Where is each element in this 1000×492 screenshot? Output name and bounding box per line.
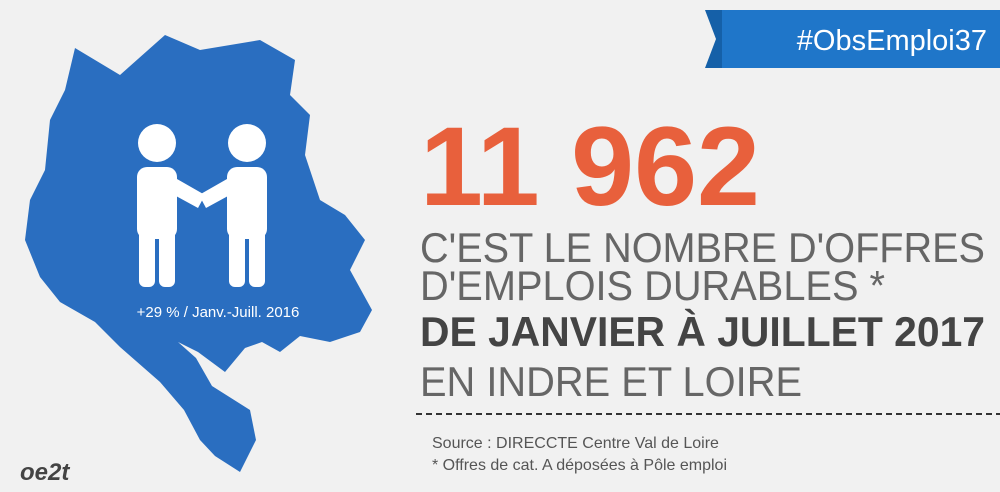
source: Source : DIRECCTE Centre Val de Loire — [432, 435, 719, 452]
hashtag: #ObsEmploi37 — [797, 25, 987, 57]
logo: oe2t — [20, 459, 70, 486]
handshake-icon — [137, 124, 267, 287]
map-shape — [25, 35, 372, 472]
note: * Offres de cat. A déposées à Pôle emplo… — [432, 457, 727, 474]
headline-line: C'EST LE NOMBRE D'OFFRES — [420, 224, 985, 271]
headline-line: DE JANVIER À JUILLET 2017 — [420, 308, 985, 355]
headline-line: D'EMPLOIS DURABLES * — [420, 262, 885, 309]
banner — [722, 10, 1000, 68]
big-number: 11 962 — [420, 104, 760, 229]
map-label: +29 % / Janv.-Juill. 2016 — [137, 304, 300, 321]
headline-line: EN INDRE ET LOIRE — [420, 358, 802, 405]
